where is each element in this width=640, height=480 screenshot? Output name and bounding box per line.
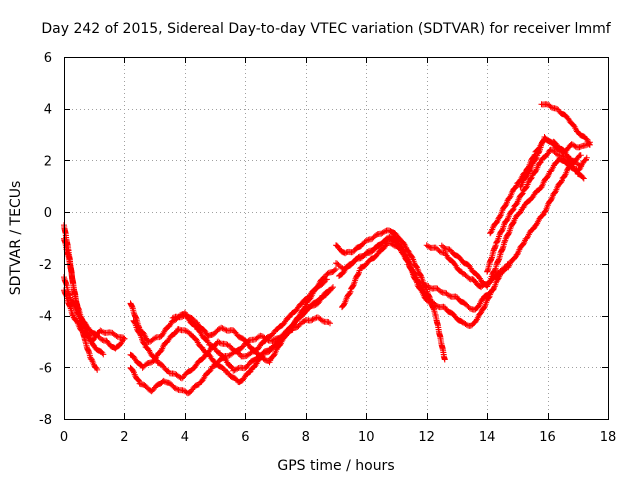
series-track-15	[438, 154, 590, 290]
x-tick-label: 2	[120, 430, 128, 445]
data-marker-track	[169, 312, 333, 374]
series-track-9	[169, 312, 333, 374]
y-tick-label: -4	[39, 310, 52, 325]
x-tick-label: 4	[181, 430, 189, 445]
data-marker-track	[339, 240, 436, 311]
data-marker-track	[538, 101, 593, 148]
plot-frame	[64, 57, 609, 420]
x-tick-label: 6	[241, 430, 249, 445]
y-tick-label: -6	[39, 361, 52, 376]
y-tick-label: -8	[39, 413, 52, 428]
x-tick-label: 12	[418, 430, 435, 445]
y-axis-label: SDTVAR / TECUs	[8, 181, 24, 296]
data-marker-track	[517, 134, 593, 190]
axis-ticks: 0 2 4 6 8 10 12 14 16 18 -8 -6 -4 -2 0 2 4 6	[39, 51, 616, 445]
y-tick-label: 0	[44, 206, 52, 221]
x-tick-label: 14	[479, 430, 496, 445]
chart-title: Day 242 of 2015, Sidereal Day-to-day VTE…	[41, 21, 611, 37]
x-tick-label: 10	[358, 430, 375, 445]
y-tick-label: 4	[44, 103, 52, 118]
y-tick-label: -2	[39, 258, 52, 273]
y-tick-label: 6	[44, 51, 52, 66]
series-track-18	[517, 134, 593, 190]
x-tick-label: 0	[60, 430, 68, 445]
x-axis-label: GPS time / hours	[277, 458, 394, 474]
x-tick-label: 16	[539, 430, 556, 445]
series-track-13	[339, 240, 436, 311]
data-points	[61, 101, 593, 397]
x-tick-label: 18	[600, 430, 617, 445]
y-tick-label: 2	[44, 154, 52, 169]
series-track-19	[538, 101, 593, 148]
x-tick-label: 8	[302, 430, 310, 445]
data-marker-track	[487, 136, 584, 237]
series-track-17	[487, 136, 584, 237]
data-marker-track	[438, 154, 590, 290]
